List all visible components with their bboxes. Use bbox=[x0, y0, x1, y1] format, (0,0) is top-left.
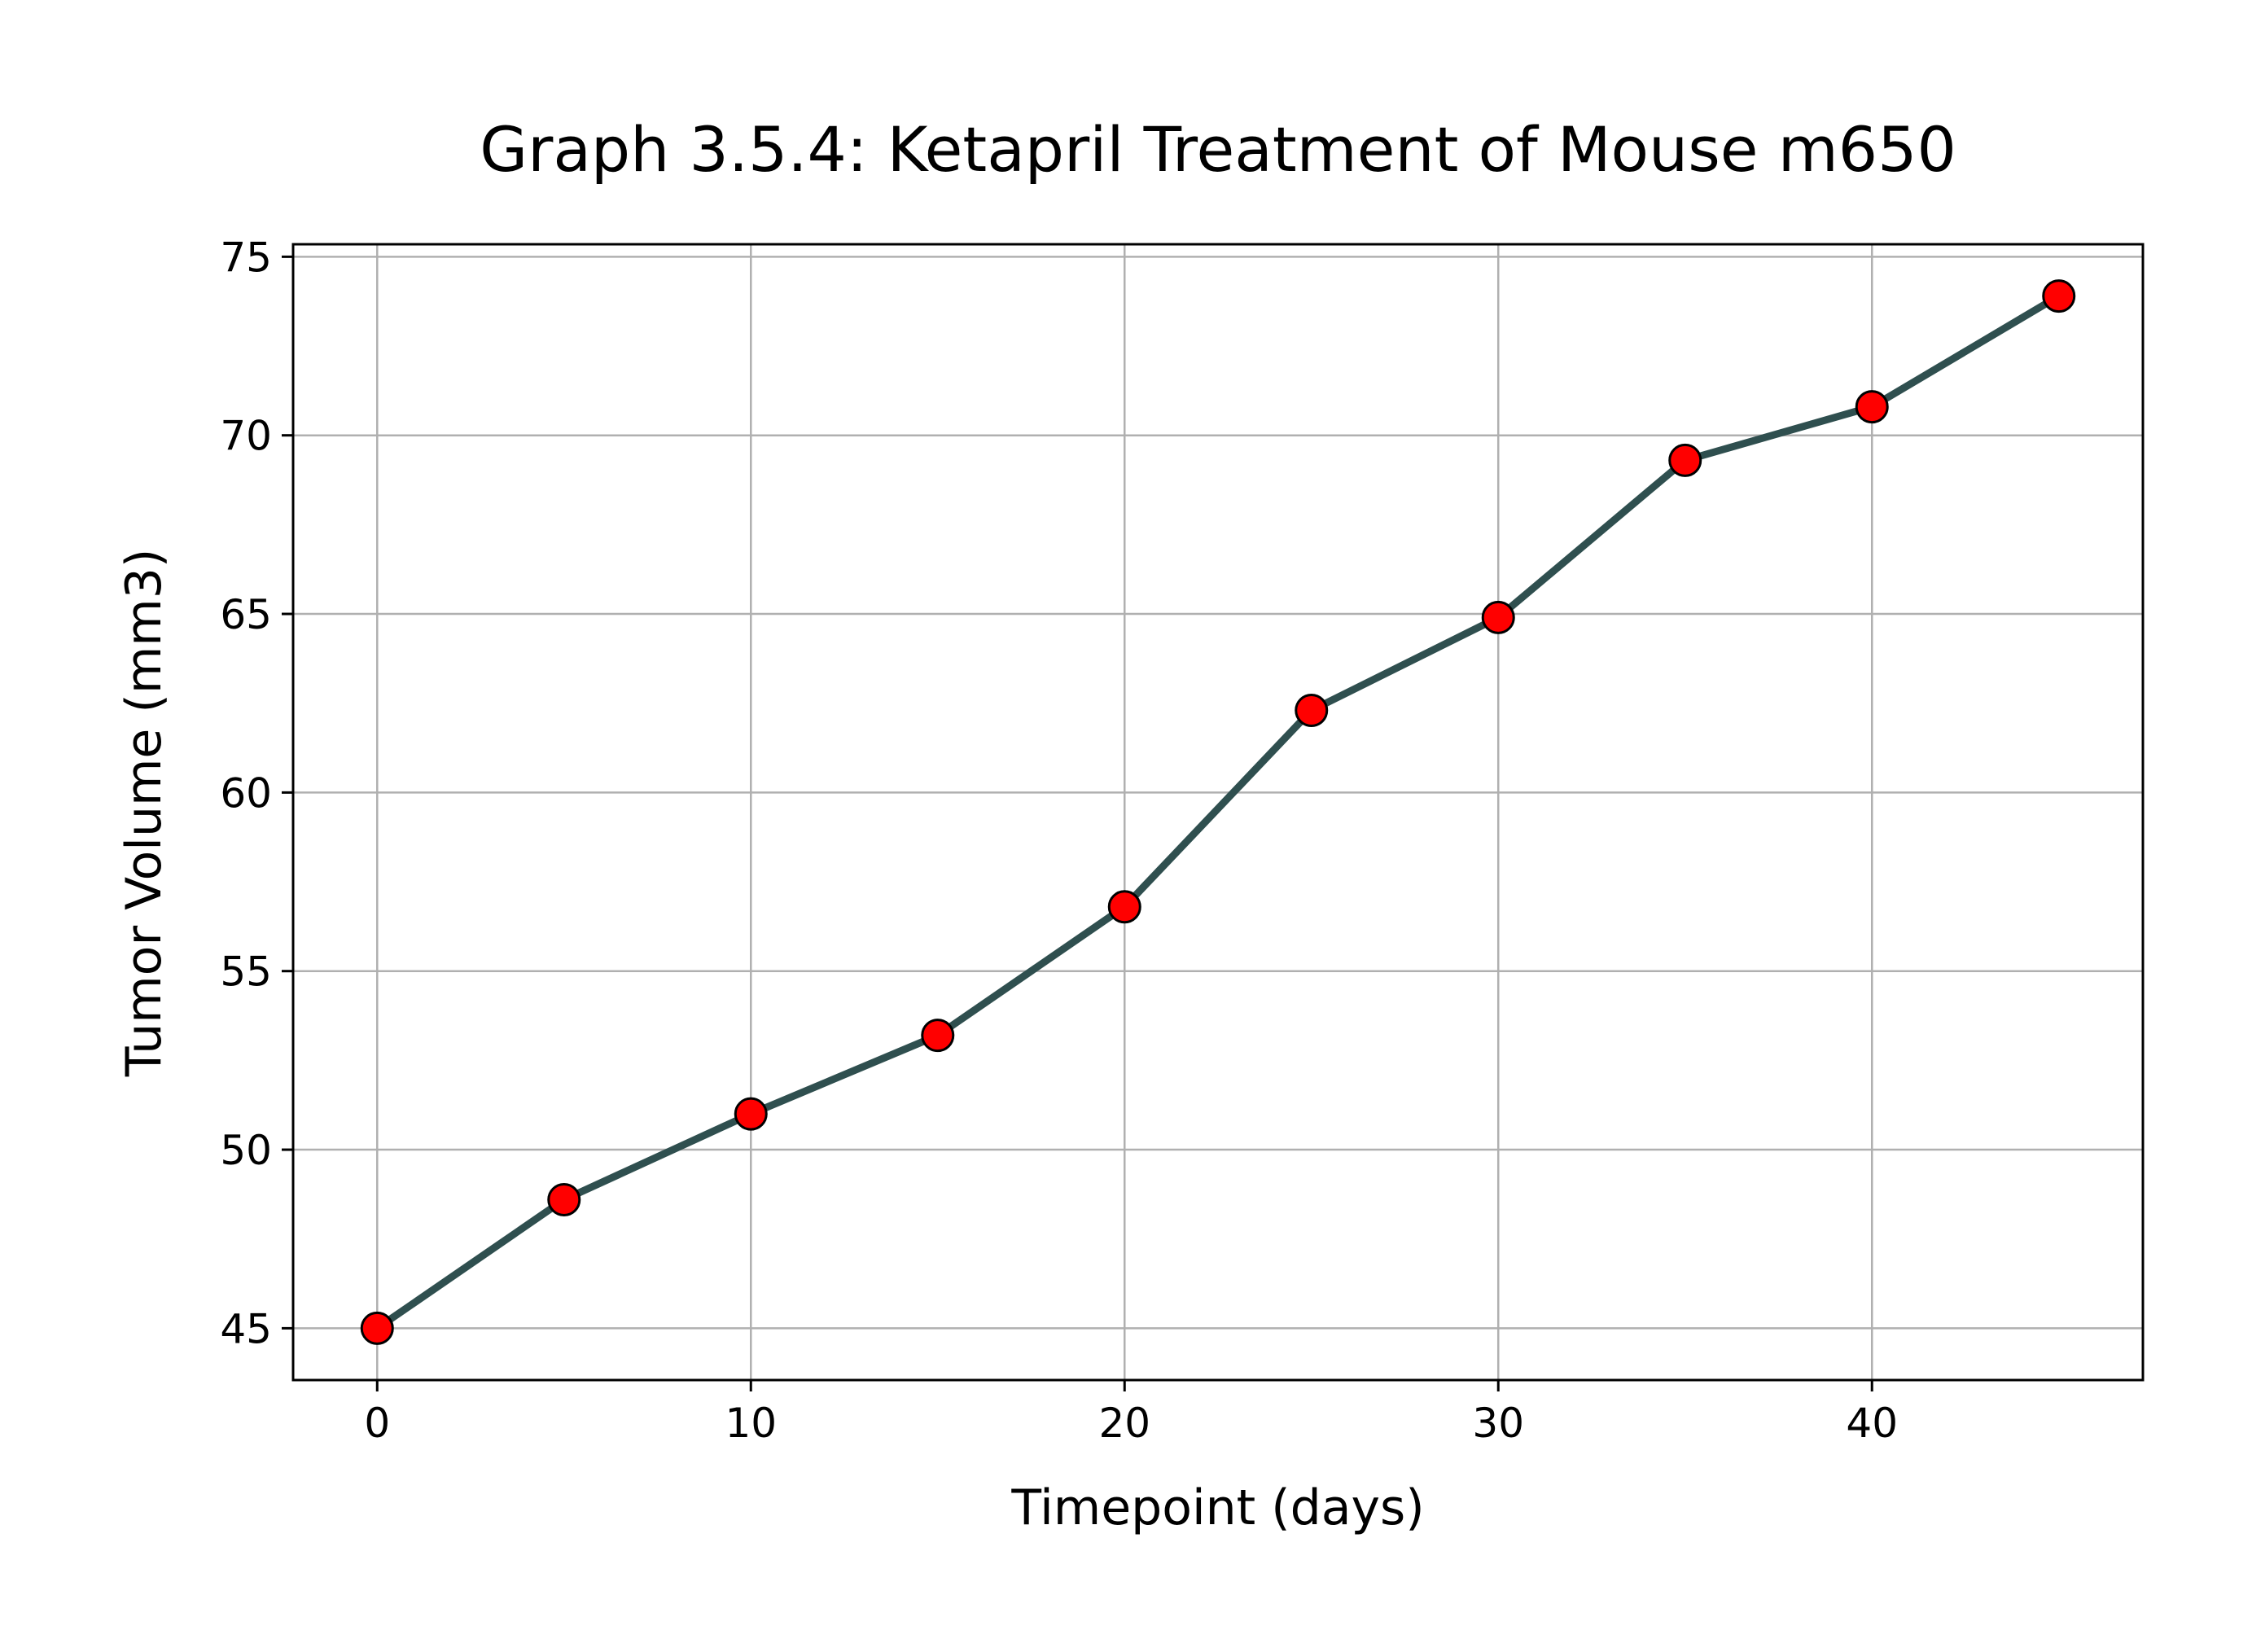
x-axis-label: Timepoint (days) bbox=[1010, 1479, 1424, 1536]
y-tick-label: 50 bbox=[220, 1127, 272, 1174]
data-point bbox=[2042, 279, 2076, 313]
series-line bbox=[373, 292, 2063, 1332]
data-point bbox=[1107, 890, 1141, 924]
y-tick-label: 60 bbox=[220, 769, 272, 817]
y-tick-label: 55 bbox=[220, 949, 272, 996]
data-point bbox=[1481, 600, 1515, 634]
data-point bbox=[1855, 390, 1889, 424]
y-axis-label: Tumor Volume (mm3) bbox=[116, 549, 173, 1078]
x-tick-label: 40 bbox=[1846, 1400, 1898, 1447]
data-point bbox=[1668, 443, 1702, 477]
y-tick-label: 45 bbox=[220, 1305, 272, 1352]
y-tick-label: 65 bbox=[220, 591, 272, 638]
x-tick-label: 0 bbox=[364, 1400, 390, 1447]
data-point bbox=[1295, 693, 1329, 727]
data-point bbox=[547, 1182, 581, 1216]
data-point bbox=[734, 1097, 768, 1131]
data-point bbox=[921, 1019, 955, 1053]
data-point bbox=[360, 1311, 394, 1345]
plot-area-frame bbox=[291, 243, 2145, 1382]
chart-title: Graph 3.5.4: Ketapril Treatment of Mouse… bbox=[480, 113, 1956, 186]
axis-ticks: 0 10 20 30 40 45 50 55 60 65 70 75 bbox=[220, 234, 1898, 1447]
y-tick-label: 75 bbox=[220, 234, 272, 281]
grid-lines bbox=[293, 244, 2143, 1380]
series-layer bbox=[360, 279, 2076, 1345]
x-tick-label: 30 bbox=[1472, 1400, 1524, 1447]
x-tick-label: 10 bbox=[725, 1400, 777, 1447]
y-tick-label: 70 bbox=[220, 413, 272, 460]
x-tick-label: 20 bbox=[1098, 1400, 1150, 1447]
